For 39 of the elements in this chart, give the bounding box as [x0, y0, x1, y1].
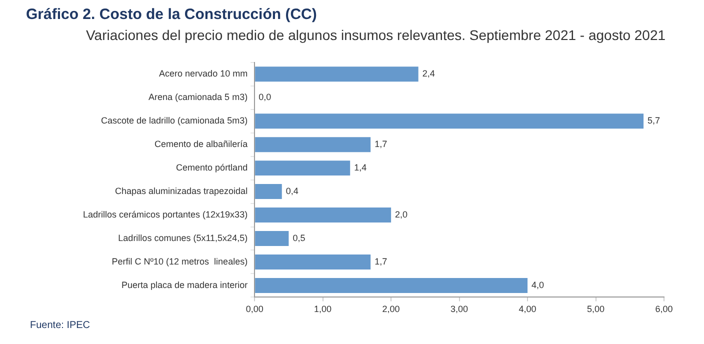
data-label: 4,0 — [532, 280, 544, 290]
data-label: 1,4 — [354, 162, 367, 173]
y-tick-label: Chapas aluminizadas trapezoidal — [114, 186, 248, 196]
chart-subtitle: Variaciones del precio medio de algunos insumos relevantes. Septiembre 2021 - agosto 2021 — [86, 27, 666, 43]
y-tick-label: Cascote de ladrillo (camionada 5m3) — [101, 116, 248, 126]
bar — [255, 254, 371, 270]
x-tick-label: 5,00 — [587, 304, 605, 314]
bar — [255, 231, 289, 246]
data-label: 2,0 — [395, 210, 408, 220]
y-tick-label: Cemento pórtland — [176, 162, 248, 173]
bar — [255, 160, 350, 176]
y-tick-label: Cemento de albañilería — [154, 139, 248, 150]
bar — [255, 66, 418, 82]
bar — [255, 278, 528, 293]
y-tick-label: Puerta placa de madera interior — [122, 280, 248, 290]
data-label: 1,7 — [374, 256, 388, 266]
x-tick-label: 3,00 — [450, 304, 468, 314]
y-tick-label: Arena (camionada 5 m3) — [148, 92, 248, 102]
bar — [255, 137, 371, 152]
source-note: Fuente: IPEC — [30, 320, 90, 331]
x-tick-label: 4,00 — [518, 304, 536, 314]
y-tick-label: Ladrillos cerámicos portantes (12x19x33) — [82, 210, 248, 220]
y-tick-label: Acero nervado 10 mm — [159, 68, 248, 79]
data-label: 2,4 — [422, 68, 435, 79]
data-label: 0,4 — [286, 186, 298, 196]
y-tick-label: Ladrillos comunes (5x11,5x24,5) — [118, 232, 248, 243]
bar — [255, 184, 282, 200]
bar — [255, 114, 644, 129]
data-label: 0,0 — [258, 92, 272, 102]
chart-title: Gráfico 2. Costo de la Construcción (CC) — [26, 6, 317, 23]
x-tick-label: 2,00 — [382, 304, 400, 314]
x-tick-label: 1,00 — [314, 304, 332, 314]
x-tick-label: 6,00 — [655, 304, 673, 314]
x-tick-label: 0,00 — [246, 304, 264, 314]
data-label: 0,5 — [292, 232, 306, 243]
bar — [255, 208, 392, 223]
data-label: 5,7 — [648, 116, 660, 126]
y-tick-label: Perfil C Nº10 (12 metros lineales) — [112, 256, 248, 266]
data-label: 1,7 — [374, 139, 388, 150]
